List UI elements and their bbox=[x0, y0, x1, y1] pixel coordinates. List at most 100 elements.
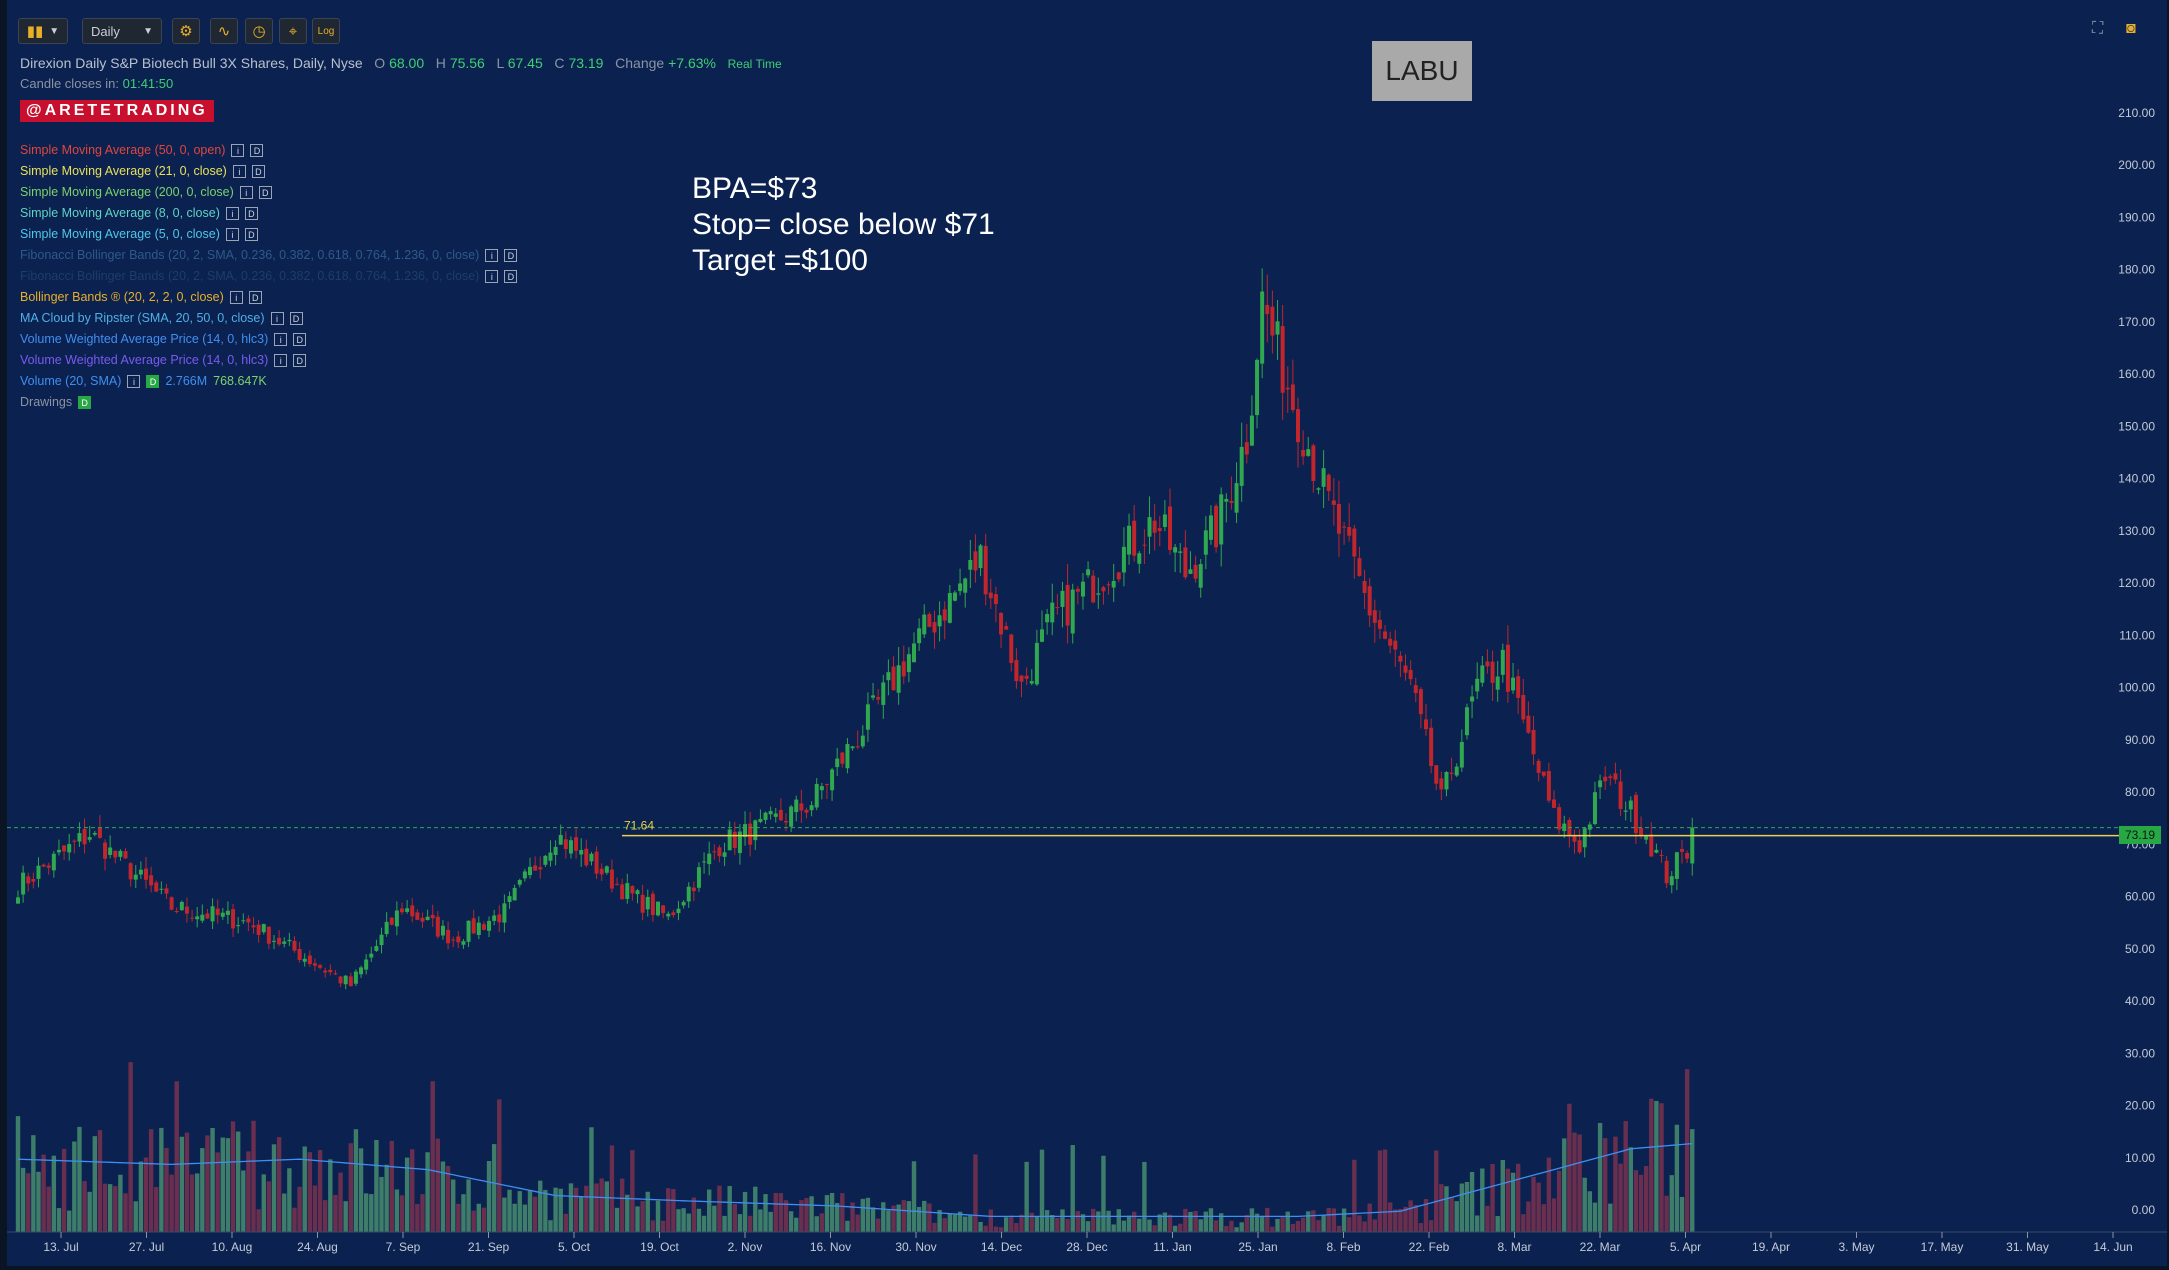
study-label: Bollinger Bands ® (20, 2, 2, 0, close) bbox=[20, 290, 224, 304]
volume-bar bbox=[220, 1137, 225, 1232]
volume-bar bbox=[1014, 1223, 1019, 1232]
study-row[interactable]: Simple Moving Average (200, 0, close) i D bbox=[20, 185, 272, 199]
candle-body bbox=[374, 946, 379, 951]
study-row[interactable]: Simple Moving Average (5, 0, close) i D bbox=[20, 227, 258, 241]
candle-body bbox=[1260, 291, 1265, 364]
volume-bar bbox=[92, 1136, 97, 1232]
candle-body bbox=[1577, 840, 1582, 853]
volume-bar bbox=[61, 1148, 67, 1232]
candle-body bbox=[1219, 494, 1224, 545]
candle-body bbox=[604, 866, 609, 873]
info-icon[interactable]: i bbox=[274, 353, 288, 367]
study-row[interactable]: Simple Moving Average (50, 0, open) i D bbox=[20, 143, 264, 157]
volume-study[interactable]: Volume (20, SMA) i D 2.766M 768.647K bbox=[20, 374, 267, 388]
volume-bar bbox=[850, 1202, 855, 1232]
x-tick-label: 19. Oct bbox=[640, 1240, 679, 1254]
volume-bar bbox=[1464, 1181, 1470, 1232]
study-row[interactable]: Simple Moving Average (21, 0, close) i D bbox=[20, 164, 265, 178]
timeframe-select[interactable]: Daily ▼ bbox=[82, 18, 162, 44]
volume-bar bbox=[1280, 1217, 1285, 1232]
study-row[interactable]: Fibonacci Bollinger Bands (20, 2, SMA, 0… bbox=[20, 269, 518, 283]
candle-body bbox=[159, 888, 164, 890]
delete-icon[interactable]: D bbox=[244, 227, 258, 241]
drawings-delete-icon[interactable]: D bbox=[78, 395, 92, 409]
info-icon[interactable]: i bbox=[270, 311, 284, 325]
delete-icon[interactable]: D bbox=[258, 185, 272, 199]
candle-body bbox=[1096, 593, 1101, 595]
delete-icon[interactable]: D bbox=[504, 269, 518, 283]
delete-icon[interactable]: D bbox=[289, 311, 303, 325]
info-icon[interactable]: i bbox=[485, 269, 499, 283]
study-row[interactable]: Volume Weighted Average Price (14, 0, hl… bbox=[20, 332, 307, 346]
candle-body bbox=[835, 758, 840, 768]
volume-bar bbox=[1044, 1210, 1050, 1232]
study-row[interactable]: Simple Moving Average (8, 0, close) i D bbox=[20, 206, 258, 220]
delete-icon[interactable]: D bbox=[504, 248, 518, 262]
volume-bar bbox=[1603, 1138, 1608, 1232]
candle-body bbox=[1669, 876, 1674, 886]
candle-body bbox=[912, 643, 916, 663]
drawings-row[interactable]: Drawings D bbox=[20, 395, 92, 409]
snapshot-button[interactable]: ◙ bbox=[2126, 20, 2136, 38]
candle-body bbox=[1454, 766, 1459, 776]
candle-body bbox=[763, 812, 768, 820]
delete-icon[interactable]: D bbox=[250, 143, 264, 157]
info-icon[interactable]: i bbox=[231, 143, 245, 157]
candle-body bbox=[983, 545, 988, 595]
indicators-button[interactable]: ∿ bbox=[210, 18, 238, 44]
volume-bar bbox=[553, 1187, 558, 1232]
candle-body bbox=[1403, 665, 1408, 673]
candle-body bbox=[1362, 581, 1367, 593]
delete-icon[interactable]: D bbox=[293, 353, 307, 367]
chart-style-button[interactable]: ▮▮ ▼ bbox=[18, 18, 68, 44]
volume-bar bbox=[1608, 1203, 1613, 1232]
volume-bar bbox=[1101, 1155, 1106, 1232]
delete-icon[interactable]: D bbox=[251, 164, 265, 178]
log-scale-button[interactable]: Log bbox=[312, 18, 340, 44]
info-icon[interactable]: i bbox=[239, 185, 253, 199]
info-icon[interactable]: i bbox=[225, 227, 239, 241]
y-axis: 210.00 200.00 190.00 180.00 170.00 160.00 150.… bbox=[2118, 106, 2155, 1217]
drawing-tool-button[interactable]: ⌖ bbox=[279, 18, 307, 44]
study-label: Fibonacci Bollinger Bands (20, 2, SMA, 0… bbox=[20, 269, 480, 283]
info-icon[interactable]: i bbox=[274, 332, 288, 346]
delete-icon[interactable]: D bbox=[248, 290, 262, 304]
price-chart[interactable]: 71.64 210.00 200.00 190.00 180.00 170.00 160.… bbox=[7, 0, 2167, 1266]
volume-bar bbox=[1475, 1215, 1480, 1232]
volume-bar bbox=[707, 1189, 712, 1232]
candle-body bbox=[1598, 780, 1603, 788]
volume-bar bbox=[328, 1159, 333, 1232]
volume-bar bbox=[804, 1198, 809, 1232]
candle-body bbox=[210, 906, 215, 922]
volume-bar bbox=[1075, 1211, 1081, 1232]
y-tick-label: 10.00 bbox=[2125, 1151, 2155, 1165]
info-icon[interactable]: i bbox=[225, 206, 239, 220]
volume-bar bbox=[1234, 1227, 1239, 1232]
candle-body bbox=[522, 871, 527, 879]
candle-body bbox=[451, 939, 456, 941]
info-icon[interactable]: i bbox=[229, 290, 243, 304]
candlestick-icon: ▮▮ bbox=[26, 23, 44, 40]
study-row[interactable]: Fibonacci Bollinger Bands (20, 2, SMA, 0… bbox=[20, 248, 518, 262]
info-icon[interactable]: i bbox=[485, 248, 499, 262]
clock-button[interactable]: ◷ bbox=[245, 18, 273, 44]
delete-icon[interactable]: D bbox=[244, 206, 258, 220]
info-icon[interactable]: i bbox=[127, 374, 141, 388]
volume-bar bbox=[195, 1173, 200, 1232]
volume-bar bbox=[241, 1170, 246, 1232]
delete-icon[interactable]: D bbox=[146, 374, 160, 388]
settings-button[interactable]: ⚙ bbox=[172, 18, 200, 44]
candle-body bbox=[932, 622, 937, 633]
candle-body bbox=[113, 850, 118, 858]
instrument-name: Direxion Daily S&P Biotech Bull 3X Share… bbox=[20, 55, 363, 71]
delete-icon[interactable]: D bbox=[293, 332, 307, 346]
volume-bar bbox=[97, 1130, 103, 1232]
volume-study-label: Volume (20, SMA) bbox=[20, 374, 122, 388]
study-row[interactable]: Volume Weighted Average Price (14, 0, hl… bbox=[20, 353, 307, 367]
volume-bar bbox=[87, 1191, 92, 1232]
candle-body bbox=[1249, 415, 1254, 446]
info-icon[interactable]: i bbox=[232, 164, 246, 178]
study-row[interactable]: MA Cloud by Ripster (SMA, 20, 50, 0, clo… bbox=[20, 311, 303, 325]
study-row[interactable]: Bollinger Bands ® (20, 2, 2, 0, close) i D bbox=[20, 290, 262, 304]
fullscreen-button[interactable]: ⛶ bbox=[2092, 20, 2103, 38]
